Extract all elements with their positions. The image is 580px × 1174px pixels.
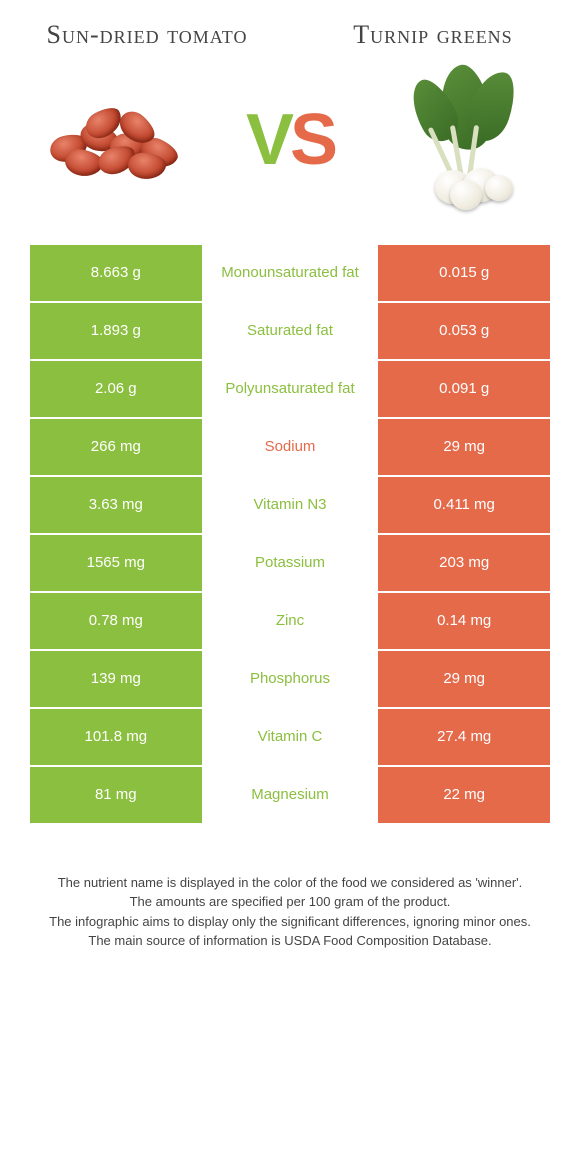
table-row: 266 mgSodium29 mg: [30, 419, 550, 475]
left-value: 266 mg: [30, 419, 202, 475]
nutrient-label: Vitamin C: [202, 709, 379, 765]
right-food-title: Turnip greens: [316, 20, 550, 50]
nutrient-label: Zinc: [202, 593, 379, 649]
left-value: 1565 mg: [30, 535, 202, 591]
nutrient-label: Phosphorus: [202, 651, 379, 707]
vs-letter-s: S: [290, 100, 334, 180]
right-value: 0.053 g: [378, 303, 550, 359]
right-value: 203 mg: [378, 535, 550, 591]
left-value: 3.63 mg: [30, 477, 202, 533]
table-row: 3.63 mgVitamin N30.411 mg: [30, 477, 550, 533]
table-row: 1565 mgPotassium203 mg: [30, 535, 550, 591]
left-value: 0.78 mg: [30, 593, 202, 649]
table-row: 101.8 mgVitamin C27.4 mg: [30, 709, 550, 765]
footnote-line: The main source of information is USDA F…: [40, 931, 540, 951]
left-value: 8.663 g: [30, 245, 202, 301]
table-row: 139 mgPhosphorus29 mg: [30, 651, 550, 707]
right-value: 22 mg: [378, 767, 550, 823]
footnote-line: The infographic aims to display only the…: [40, 912, 540, 932]
right-value: 0.411 mg: [378, 477, 550, 533]
right-value: 29 mg: [378, 419, 550, 475]
right-value: 0.091 g: [378, 361, 550, 417]
infographic-container: Sun-dried tomato Turnip greens VS: [0, 0, 580, 971]
right-value: 29 mg: [378, 651, 550, 707]
left-value: 81 mg: [30, 767, 202, 823]
turnip-greens-icon: [385, 70, 545, 210]
footnote-line: The nutrient name is displayed in the co…: [40, 873, 540, 893]
right-food-image: [380, 75, 550, 205]
footnote-line: The amounts are specified per 100 gram o…: [40, 892, 540, 912]
footnotes: The nutrient name is displayed in the co…: [30, 873, 550, 951]
nutrient-label: Sodium: [202, 419, 379, 475]
table-row: 1.893 gSaturated fat0.053 g: [30, 303, 550, 359]
table-row: 0.78 mgZinc0.14 mg: [30, 593, 550, 649]
right-value: 27.4 mg: [378, 709, 550, 765]
left-food-title: Sun-dried tomato: [30, 20, 264, 50]
nutrient-label: Potassium: [202, 535, 379, 591]
nutrient-label: Saturated fat: [202, 303, 379, 359]
sun-dried-tomato-icon: [40, 95, 190, 185]
left-food-image: [30, 75, 200, 205]
left-value: 1.893 g: [30, 303, 202, 359]
hero-row: VS: [30, 65, 550, 215]
vs-letter-v: V: [246, 100, 290, 180]
right-value: 0.14 mg: [378, 593, 550, 649]
title-row: Sun-dried tomato Turnip greens: [30, 20, 550, 50]
comparison-table: 8.663 gMonounsaturated fat0.015 g1.893 g…: [30, 245, 550, 823]
left-value: 2.06 g: [30, 361, 202, 417]
nutrient-label: Vitamin N3: [202, 477, 379, 533]
vs-label: VS: [246, 99, 334, 181]
left-value: 101.8 mg: [30, 709, 202, 765]
table-row: 81 mgMagnesium22 mg: [30, 767, 550, 823]
left-value: 139 mg: [30, 651, 202, 707]
right-value: 0.015 g: [378, 245, 550, 301]
nutrient-label: Monounsaturated fat: [202, 245, 379, 301]
nutrient-label: Magnesium: [202, 767, 379, 823]
table-row: 8.663 gMonounsaturated fat0.015 g: [30, 245, 550, 301]
nutrient-label: Polyunsaturated fat: [202, 361, 379, 417]
table-row: 2.06 gPolyunsaturated fat0.091 g: [30, 361, 550, 417]
